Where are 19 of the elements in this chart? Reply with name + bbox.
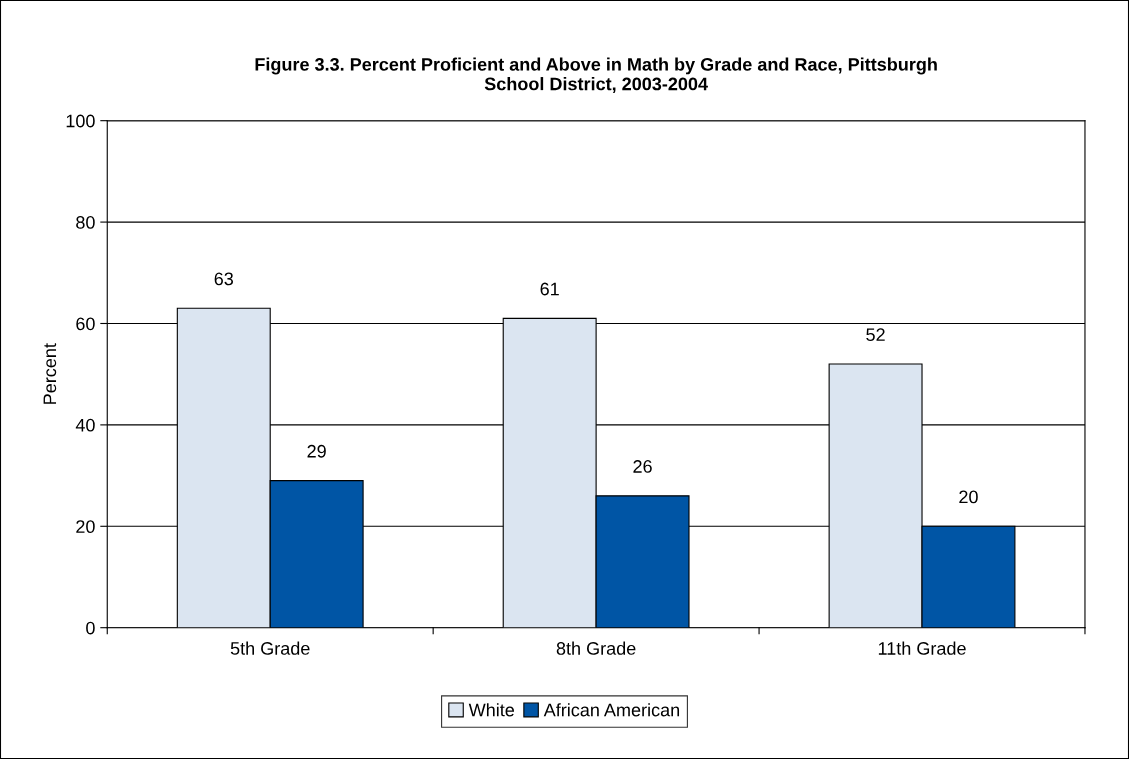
y-tick-label: 0 (86, 621, 95, 635)
data-label: 20 (959, 490, 978, 504)
legend-label: White (468, 703, 515, 717)
y-axis-title: Percent (43, 343, 57, 404)
y-tick-label: 20 (76, 520, 95, 534)
data-label: 26 (633, 460, 652, 473)
x-tick-label: 11th Grade (878, 641, 966, 655)
chart-title: Figure 3.3. Percent Proficient and Above in Math by Grade and Race, Pittsburgh School District, 2003-2004 (255, 57, 937, 93)
x-tick-label: 8th Grade (556, 641, 636, 655)
data-label: 52 (866, 328, 885, 342)
legend-label: African American (543, 703, 680, 717)
data-label: 29 (307, 444, 326, 458)
y-tick-label: 100 (66, 114, 95, 128)
data-label: 61 (540, 282, 559, 296)
y-tick-label: 60 (76, 317, 95, 331)
y-tick-label: 80 (76, 216, 95, 229)
x-tick-label: 5th Grade (230, 641, 310, 655)
data-label: 63 (214, 272, 234, 286)
y-tick-label: 40 (75, 418, 95, 432)
